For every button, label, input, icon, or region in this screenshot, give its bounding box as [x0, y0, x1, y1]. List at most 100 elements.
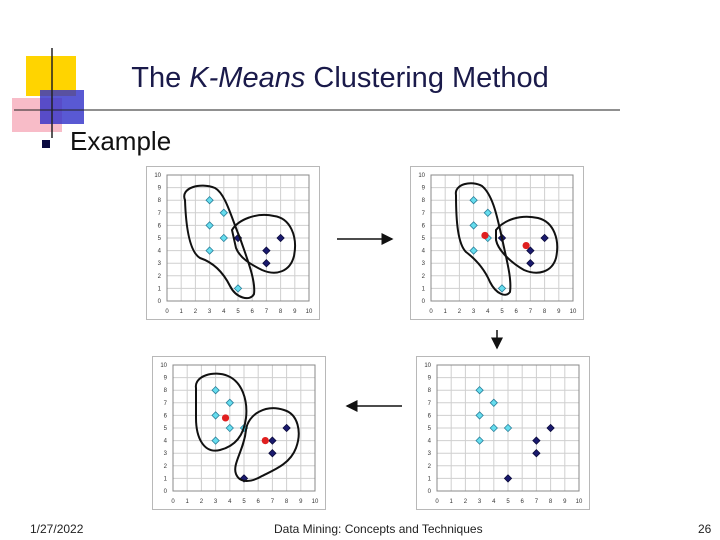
x-tick-label: 5 [242, 499, 246, 505]
y-tick-label: 6 [158, 223, 162, 229]
plot-frame [166, 174, 310, 302]
x-tick-label: 8 [549, 499, 553, 505]
y-tick-label: 10 [424, 363, 431, 369]
y-tick-label: 1 [158, 286, 162, 292]
footer-date: 1/27/2022 [30, 522, 84, 536]
x-tick-label: 2 [464, 499, 468, 505]
light-data-point [475, 411, 484, 420]
x-tick-label: 9 [563, 499, 567, 505]
x-tick-label: 9 [557, 309, 561, 315]
y-tick-label: 4 [428, 439, 432, 445]
x-tick-label: 7 [265, 309, 269, 315]
y-tick-label: 8 [164, 388, 168, 394]
x-tick-label: 3 [214, 499, 218, 505]
y-tick-label: 0 [164, 489, 168, 495]
slide-title: The K-Means Clustering Method [0, 62, 680, 95]
x-tick-label: 6 [251, 309, 255, 315]
x-tick-label: 8 [285, 499, 289, 505]
y-tick-label: 6 [428, 413, 432, 419]
y-tick-label: 10 [160, 363, 167, 369]
x-tick-label: 1 [180, 309, 184, 315]
x-tick-label: 5 [500, 309, 504, 315]
x-tick-label: 3 [472, 309, 476, 315]
x-tick-label: 6 [515, 309, 519, 315]
x-tick-label: 6 [521, 499, 525, 505]
x-tick-label: 3 [478, 499, 482, 505]
x-tick-label: 8 [543, 309, 547, 315]
dark-data-point [532, 449, 541, 458]
y-tick-label: 7 [422, 211, 426, 217]
y-tick-label: 3 [164, 451, 168, 457]
y-tick-label: 1 [164, 476, 168, 482]
x-tick-label: 10 [576, 499, 583, 505]
y-tick-label: 0 [158, 299, 162, 305]
x-tick-label: 1 [450, 499, 454, 505]
x-tick-label: 4 [486, 309, 490, 315]
bullet-text: Example [70, 126, 172, 156]
title-suffix: Clustering Method [305, 62, 549, 94]
x-tick-label: 7 [535, 499, 539, 505]
x-tick-label: 1 [444, 309, 448, 315]
footer-center: Data Mining: Concepts and Techniques [274, 522, 483, 536]
x-tick-label: 7 [529, 309, 533, 315]
x-tick-label: 8 [279, 309, 283, 315]
title-italic: K-Means [189, 62, 306, 94]
y-tick-label: 3 [422, 261, 426, 267]
y-tick-label: 2 [158, 274, 162, 280]
dark-data-point [532, 436, 541, 445]
y-tick-label: 9 [158, 186, 162, 192]
x-tick-label: 0 [171, 499, 175, 505]
page-number: 26 [698, 522, 712, 536]
y-tick-label: 3 [428, 451, 432, 457]
y-tick-label: 9 [422, 186, 426, 192]
x-tick-label: 9 [293, 309, 297, 315]
scatter-panel-bottom-right: 0 1 2 3 4 5 6 7 8 9 10 0 1 2 3 4 5 6 7 8 9 10 [416, 356, 590, 510]
x-tick-label: 5 [506, 499, 510, 505]
y-tick-label: 4 [164, 439, 168, 445]
x-tick-label: 4 [228, 499, 232, 505]
deco-blue-square [40, 90, 84, 124]
light-data-point [489, 423, 498, 433]
bullet-square-icon [42, 140, 50, 148]
y-tick-label: 1 [428, 476, 432, 482]
y-tick-label: 6 [164, 413, 168, 419]
light-data-point [475, 436, 484, 445]
y-tick-label: 2 [422, 274, 426, 280]
y-tick-label: 1 [422, 286, 426, 292]
y-tick-label: 8 [428, 388, 432, 394]
y-tick-label: 10 [418, 173, 425, 179]
y-tick-label: 6 [422, 223, 426, 229]
dark-data-point [546, 423, 555, 433]
y-tick-label: 2 [428, 464, 432, 470]
x-tick-label: 1 [186, 499, 190, 505]
y-tick-label: 9 [428, 376, 432, 382]
y-tick-label: 0 [422, 299, 426, 305]
x-tick-label: 10 [312, 499, 319, 505]
x-tick-label: 10 [570, 309, 577, 315]
y-tick-label: 8 [158, 198, 162, 204]
dark-data-point [503, 474, 513, 483]
scatter-plot-3: 0 1 2 3 4 5 6 7 8 9 10 0 1 2 3 4 5 6 7 8 9 10 [424, 363, 583, 505]
y-tick-label: 5 [158, 236, 162, 242]
y-tick-label: 10 [154, 173, 161, 179]
x-tick-label: 3 [208, 309, 212, 315]
light-data-point [489, 398, 498, 407]
x-tick-label: 2 [200, 499, 204, 505]
light-data-point [503, 423, 513, 433]
plot-frame [436, 364, 580, 492]
y-tick-label: 4 [158, 249, 162, 255]
y-tick-label: 9 [164, 376, 168, 382]
y-tick-label: 7 [158, 211, 162, 217]
x-tick-label: 7 [271, 499, 275, 505]
y-tick-label: 7 [164, 401, 168, 407]
y-tick-label: 5 [428, 426, 432, 432]
light-data-point [475, 386, 484, 395]
y-tick-label: 5 [164, 426, 168, 432]
y-tick-label: 8 [422, 198, 426, 204]
plot-frame [430, 174, 574, 302]
x-tick-label: 10 [306, 309, 313, 315]
x-tick-label: 6 [257, 499, 261, 505]
x-tick-label: 0 [429, 309, 433, 315]
